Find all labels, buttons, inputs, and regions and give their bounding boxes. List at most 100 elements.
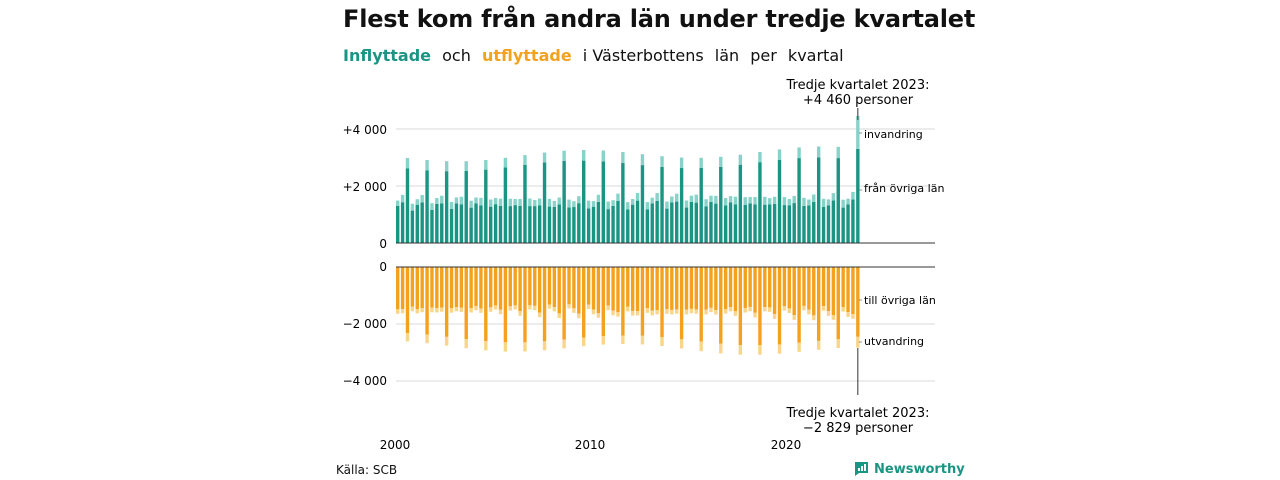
bar-till-ovriga-lan bbox=[415, 267, 419, 309]
bar-invandring bbox=[645, 202, 650, 210]
bar-invandring bbox=[802, 197, 806, 206]
bar-till-ovriga-lan bbox=[821, 267, 826, 307]
bar-till-ovriga-lan bbox=[807, 267, 811, 310]
bar-fran-ovriga-lan bbox=[562, 161, 566, 243]
bar-invandring bbox=[846, 198, 850, 205]
bar-utvandring bbox=[846, 312, 850, 317]
bar-till-ovriga-lan bbox=[611, 267, 615, 311]
bar-utvandring bbox=[831, 315, 836, 320]
bar-invandring bbox=[537, 198, 542, 206]
bar-utvandring bbox=[415, 308, 419, 314]
bar-fran-ovriga-lan bbox=[831, 200, 836, 243]
bar-till-ovriga-lan bbox=[626, 267, 630, 307]
bar-invandring bbox=[655, 193, 659, 201]
bar-till-ovriga-lan bbox=[679, 267, 684, 340]
bar-fran-ovriga-lan bbox=[474, 203, 478, 243]
bar-fran-ovriga-lan bbox=[459, 204, 464, 243]
bar-utvandring bbox=[498, 309, 503, 315]
bar-invandring bbox=[748, 197, 752, 204]
bar-till-ovriga-lan bbox=[836, 267, 840, 340]
bar-utvandring bbox=[430, 307, 434, 313]
bar-invandring bbox=[444, 161, 449, 172]
y-tick-label: 0 bbox=[379, 260, 387, 274]
annotation-bottom-line1: Tredje kvartalet 2023: bbox=[786, 406, 930, 421]
bar-fran-ovriga-lan bbox=[856, 148, 860, 243]
bar-invandring bbox=[719, 156, 723, 167]
bar-utvandring bbox=[719, 343, 723, 354]
bar-utvandring bbox=[464, 339, 468, 349]
bar-fran-ovriga-lan bbox=[586, 208, 591, 243]
bar-till-ovriga-lan bbox=[503, 267, 508, 343]
bar-till-ovriga-lan bbox=[694, 267, 698, 310]
bar-invandring bbox=[503, 157, 508, 168]
bar-utvandring bbox=[640, 335, 645, 345]
bar-till-ovriga-lan bbox=[797, 267, 801, 343]
bar-till-ovriga-lan bbox=[660, 267, 664, 338]
bar-invandring bbox=[723, 198, 728, 206]
bar-utvandring bbox=[797, 342, 801, 352]
bar-utvandring bbox=[694, 309, 698, 314]
bar-invandring bbox=[792, 195, 796, 204]
bar-invandring bbox=[533, 200, 537, 207]
bar-utvandring bbox=[812, 315, 816, 321]
bar-utvandring bbox=[733, 311, 738, 316]
bar-utvandring bbox=[836, 339, 840, 349]
bar-till-ovriga-lan bbox=[454, 267, 459, 308]
bar-invandring bbox=[635, 193, 640, 201]
bar-till-ovriga-lan bbox=[577, 267, 581, 314]
bar-fran-ovriga-lan bbox=[738, 164, 743, 243]
bar-till-ovriga-lan bbox=[557, 267, 561, 314]
x-tick-label: 2020 bbox=[771, 438, 802, 452]
bar-utvandring bbox=[807, 309, 811, 315]
bar-invandring bbox=[753, 197, 757, 205]
bar-invandring bbox=[542, 152, 547, 163]
bar-invandring bbox=[738, 154, 743, 165]
bar-fran-ovriga-lan bbox=[430, 209, 434, 243]
bar-invandring bbox=[508, 198, 512, 207]
y-tick-label: +2 000 bbox=[343, 180, 387, 194]
bar-invandring bbox=[660, 156, 664, 167]
bar-utvandring bbox=[782, 306, 787, 311]
bar-utvandring bbox=[616, 312, 620, 317]
bar-utvandring bbox=[577, 313, 581, 319]
bar-fran-ovriga-lan bbox=[782, 205, 787, 243]
bar-till-ovriga-lan bbox=[645, 267, 650, 309]
bar-invandring bbox=[489, 199, 493, 207]
bar-fran-ovriga-lan bbox=[440, 203, 444, 243]
bar-fran-ovriga-lan bbox=[675, 201, 679, 243]
bar-invandring bbox=[586, 200, 591, 209]
bar-utvandring bbox=[444, 336, 449, 346]
bar-till-ovriga-lan bbox=[449, 267, 454, 309]
bar-fran-ovriga-lan bbox=[841, 207, 845, 243]
bar-till-ovriga-lan bbox=[733, 267, 738, 312]
bar-utvandring bbox=[449, 308, 454, 313]
bar-fran-ovriga-lan bbox=[547, 206, 552, 243]
bar-invandring bbox=[474, 197, 478, 204]
bar-till-ovriga-lan bbox=[738, 267, 743, 346]
bar-till-ovriga-lan bbox=[440, 267, 444, 308]
bar-invandring bbox=[684, 200, 689, 208]
bar-till-ovriga-lan bbox=[484, 267, 488, 342]
chart-subtitle: Inflyttade och utflyttade i Västerbotten… bbox=[343, 46, 850, 65]
bar-utvandring bbox=[523, 342, 527, 352]
bar-till-ovriga-lan bbox=[528, 267, 532, 306]
bar-invandring bbox=[797, 147, 801, 159]
bar-utvandring bbox=[405, 333, 410, 342]
bar-till-ovriga-lan bbox=[640, 267, 645, 336]
bar-invandring bbox=[425, 159, 429, 171]
bar-fran-ovriga-lan bbox=[684, 207, 689, 243]
bar-till-ovriga-lan bbox=[479, 267, 483, 309]
bar-fran-ovriga-lan bbox=[449, 208, 454, 243]
bar-fran-ovriga-lan bbox=[626, 209, 630, 243]
bar-fran-ovriga-lan bbox=[714, 203, 718, 243]
bar-invandring bbox=[831, 193, 836, 201]
bar-till-ovriga-lan bbox=[596, 267, 601, 314]
bar-utvandring bbox=[567, 304, 571, 309]
bar-invandring bbox=[430, 203, 434, 210]
bar-utvandring bbox=[787, 308, 791, 313]
bar-fran-ovriga-lan bbox=[719, 166, 723, 243]
bar-till-ovriga-lan bbox=[582, 267, 586, 338]
bar-invandring bbox=[807, 199, 811, 206]
bar-utvandring bbox=[454, 307, 459, 312]
bar-utvandring bbox=[709, 307, 713, 313]
